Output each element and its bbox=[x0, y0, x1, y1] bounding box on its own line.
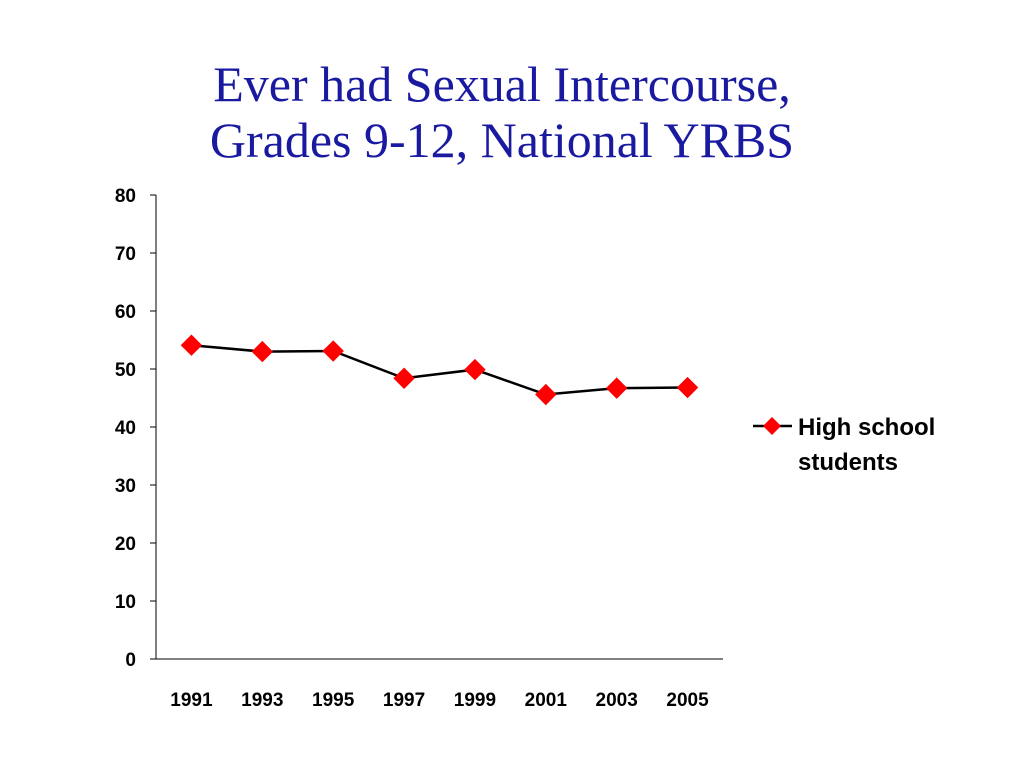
data-point-marker bbox=[676, 376, 699, 399]
data-point-marker bbox=[605, 377, 628, 399]
chart-title-line-2: Grades 9-12, National YRBS bbox=[209, 112, 795, 168]
y-tick-label: 50 bbox=[115, 360, 136, 381]
chart-axes bbox=[155, 195, 723, 660]
chart-title-line-1: Ever had Sexual Intercourse, bbox=[213, 56, 791, 112]
data-point-marker bbox=[180, 334, 203, 356]
legend-label: students bbox=[798, 449, 898, 476]
x-tick-label: 1995 bbox=[312, 690, 355, 711]
y-tick-label: 80 bbox=[115, 186, 136, 207]
data-point-marker bbox=[251, 340, 274, 363]
y-tick-label: 70 bbox=[115, 244, 136, 265]
y-tick-label: 40 bbox=[115, 418, 136, 439]
x-tick-label: 1997 bbox=[383, 690, 425, 711]
legend-label: High school bbox=[798, 414, 935, 441]
x-tick-label: 2005 bbox=[666, 690, 709, 711]
legend: High school students bbox=[753, 414, 935, 476]
x-tick-label: 1993 bbox=[241, 690, 283, 711]
legend-marker bbox=[763, 417, 781, 435]
data-point-marker bbox=[464, 358, 486, 381]
series-layer bbox=[180, 334, 699, 406]
data-point-marker bbox=[535, 383, 557, 406]
y-tick-label: 0 bbox=[125, 650, 136, 671]
x-axis-ticks: 1991 1993 1995 1997 1999 2001 2003 2005 bbox=[170, 690, 709, 711]
data-point-marker bbox=[393, 367, 415, 389]
y-tick-label: 60 bbox=[115, 302, 136, 323]
y-tick-label: 30 bbox=[115, 476, 136, 497]
y-tick-label: 20 bbox=[115, 534, 136, 555]
x-tick-label: 1991 bbox=[170, 690, 213, 711]
series-line bbox=[191, 343, 688, 396]
y-tick-label: 10 bbox=[115, 592, 136, 613]
x-tick-label: 1999 bbox=[454, 690, 496, 711]
data-point-marker bbox=[322, 340, 344, 362]
x-tick-label: 2001 bbox=[525, 690, 568, 711]
y-axis-ticks: 0 10 20 30 40 50 60 70 80 bbox=[115, 186, 156, 671]
chart-title: Ever had Sexual Intercourse, Grades 9-12… bbox=[0, 56, 1004, 168]
x-tick-label: 2003 bbox=[596, 690, 638, 711]
